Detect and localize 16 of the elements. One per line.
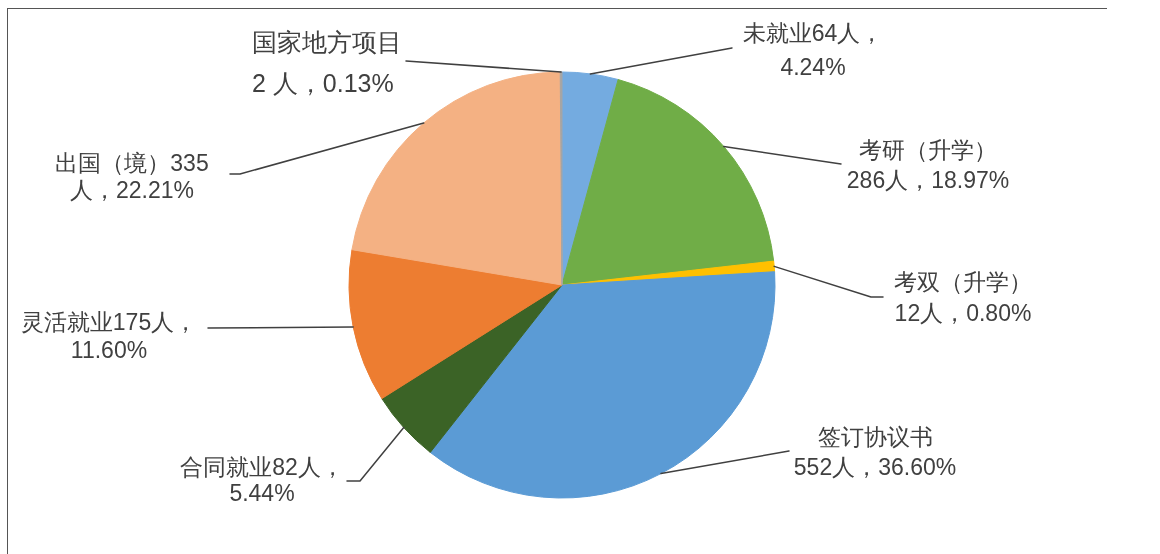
pie-slice	[561, 79, 775, 286]
slice-label: 国家地方项目	[252, 26, 402, 58]
data-label: 286人，18.97%	[845, 166, 1011, 195]
slice-label: 签订协议书	[816, 423, 934, 452]
pie-slice	[381, 284, 563, 453]
data-label: 552人，36.60%	[792, 453, 958, 482]
data-label: 12人，0.80%	[893, 298, 1033, 328]
slice-label: 未就业	[742, 20, 812, 46]
slice-label: 出国（境）	[55, 149, 171, 176]
slice-label: 合同就业	[180, 454, 273, 480]
slice-label: 考双（升学）	[893, 267, 1033, 297]
pie-slice	[348, 249, 563, 400]
slice-label: 灵活就业	[20, 309, 113, 335]
slice-label: 考研（升学）	[858, 136, 998, 165]
data-label: 2 人，0.13%	[252, 67, 395, 99]
pie-slice	[429, 271, 776, 499]
